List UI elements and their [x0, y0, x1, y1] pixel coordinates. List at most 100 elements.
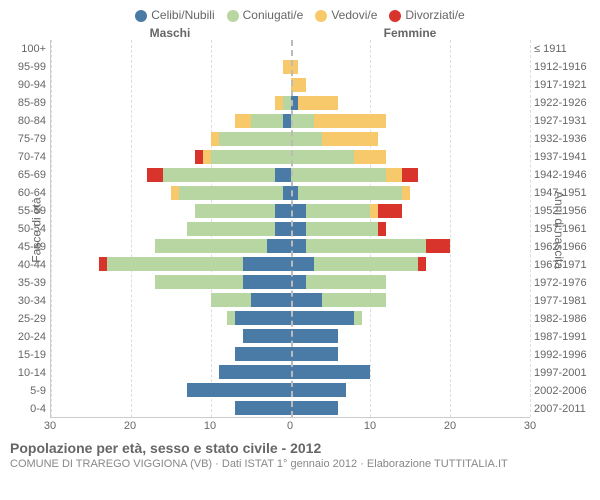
age-label: 20-24: [0, 328, 50, 346]
bar-segment: [283, 96, 291, 110]
bar-segment: [171, 186, 179, 200]
pyramid-row: [51, 184, 530, 202]
bar-segment: [227, 311, 235, 325]
bar-segment: [291, 365, 371, 379]
plot-area: [50, 40, 530, 418]
bar-segment: [195, 150, 203, 164]
bar-segment: [322, 293, 386, 307]
legend-swatch: [389, 10, 401, 22]
bar-segment: [283, 114, 291, 128]
pyramid-row: [51, 148, 530, 166]
bar-segment: [187, 383, 291, 397]
pyramid-row: [51, 40, 530, 58]
age-label: 65-69: [0, 166, 50, 184]
bar-segment: [283, 186, 291, 200]
age-label: 25-29: [0, 310, 50, 328]
age-label: 100+: [0, 40, 50, 58]
x-tick-label: 10: [364, 420, 376, 432]
bar-segment: [275, 204, 291, 218]
bar-segment: [291, 132, 323, 146]
bar-segment: [291, 311, 355, 325]
bar-segment: [251, 293, 291, 307]
age-label: 95-99: [0, 58, 50, 76]
header-males: Maschi: [50, 26, 290, 40]
bar-segment: [386, 168, 402, 182]
bar-segment: [275, 168, 291, 182]
legend-label: Coniugati/e: [243, 8, 304, 22]
age-label: 85-89: [0, 94, 50, 112]
bar-segment: [291, 114, 315, 128]
x-tick-label: 20: [444, 420, 456, 432]
bar-segment: [219, 132, 291, 146]
bar-segment: [291, 383, 347, 397]
pyramid-row: [51, 94, 530, 112]
age-label: 30-34: [0, 292, 50, 310]
year-label: 1937-1941: [530, 148, 600, 166]
age-label: 90-94: [0, 76, 50, 94]
bar-segment: [291, 96, 299, 110]
bar-segment: [314, 114, 386, 128]
bar-segment: [275, 96, 283, 110]
pyramid-row: [51, 291, 530, 309]
bar-segment: [251, 114, 283, 128]
pyramid-row: [51, 76, 530, 94]
bar-segment: [195, 204, 275, 218]
bar-segment: [402, 168, 418, 182]
bar-segment: [291, 78, 307, 92]
year-label: 1962-1966: [530, 238, 600, 256]
pyramid-row: [51, 112, 530, 130]
pyramid-row: [51, 255, 530, 273]
year-label: 1912-1916: [530, 58, 600, 76]
age-label: 55-59: [0, 202, 50, 220]
legend-label: Vedovi/e: [331, 8, 377, 22]
year-label: 1927-1931: [530, 112, 600, 130]
x-tick-label: 20: [124, 420, 136, 432]
pyramid-row: [51, 345, 530, 363]
bar-segment: [155, 275, 243, 289]
bar-segment: [243, 257, 291, 271]
age-label: 50-54: [0, 220, 50, 238]
legend-label: Divorziati/e: [405, 8, 464, 22]
pyramid-row: [51, 399, 530, 417]
bar-segment: [298, 96, 338, 110]
pyramid-row: [51, 220, 530, 238]
year-label: 2002-2006: [530, 382, 600, 400]
pyramid-row: [51, 130, 530, 148]
bar-segment: [314, 257, 418, 271]
legend-swatch: [315, 10, 327, 22]
year-label: 1987-1991: [530, 328, 600, 346]
bar-segment: [291, 150, 355, 164]
age-label: 5-9: [0, 382, 50, 400]
year-label: 1967-1971: [530, 256, 600, 274]
year-label: 1952-1956: [530, 202, 600, 220]
year-label: 1932-1936: [530, 130, 600, 148]
bar-segment: [275, 222, 291, 236]
footer: Popolazione per età, sesso e stato civil…: [0, 434, 600, 470]
bar-segment: [322, 132, 378, 146]
bar-segment: [291, 275, 307, 289]
bar-segment: [306, 222, 378, 236]
bar-segment: [235, 347, 291, 361]
bar-segment: [99, 257, 107, 271]
bar-segment: [179, 186, 283, 200]
bar-segment: [306, 204, 370, 218]
chart-title: Popolazione per età, sesso e stato civil…: [10, 440, 590, 456]
pyramid-row: [51, 273, 530, 291]
bar-segment: [291, 222, 307, 236]
bar-segment: [211, 150, 291, 164]
column-headers: Maschi Femmine: [0, 26, 600, 40]
bar-segment: [291, 204, 307, 218]
bar-segment: [354, 150, 386, 164]
bar-segment: [243, 275, 291, 289]
bar-segment: [291, 60, 299, 74]
age-label: 40-44: [0, 256, 50, 274]
bar-segment: [306, 239, 426, 253]
age-label: 80-84: [0, 112, 50, 130]
age-label: 35-39: [0, 274, 50, 292]
x-tick-label: 30: [44, 420, 56, 432]
x-tick-label: 30: [524, 420, 536, 432]
bar-segment: [283, 60, 291, 74]
legend-item: Celibi/Nubili: [135, 8, 214, 22]
pyramid-row: [51, 363, 530, 381]
year-label: 1917-1921: [530, 76, 600, 94]
